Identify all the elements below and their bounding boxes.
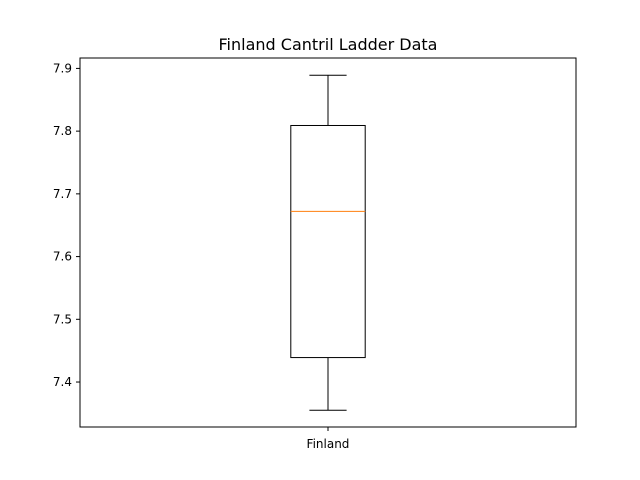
interquartile-box — [290, 124, 366, 359]
x-tick-label: Finland — [307, 437, 350, 451]
x-axis: Finland — [307, 427, 350, 451]
y-tick-label: 7.6 — [53, 250, 72, 264]
y-tick-label: 7.8 — [53, 124, 72, 138]
y-tick-label: 7.7 — [53, 187, 72, 201]
y-axis: 7.4 7.5 7.6 7.7 7.8 7.9 — [53, 61, 80, 389]
y-tick-label: 7.5 — [53, 312, 72, 326]
y-tick-label: 7.9 — [53, 61, 72, 75]
box-series — [290, 74, 366, 411]
chart-title: Finland Cantril Ladder Data — [219, 35, 438, 54]
plot-area-frame — [79, 57, 577, 428]
y-tick-label: 7.4 — [53, 375, 72, 389]
